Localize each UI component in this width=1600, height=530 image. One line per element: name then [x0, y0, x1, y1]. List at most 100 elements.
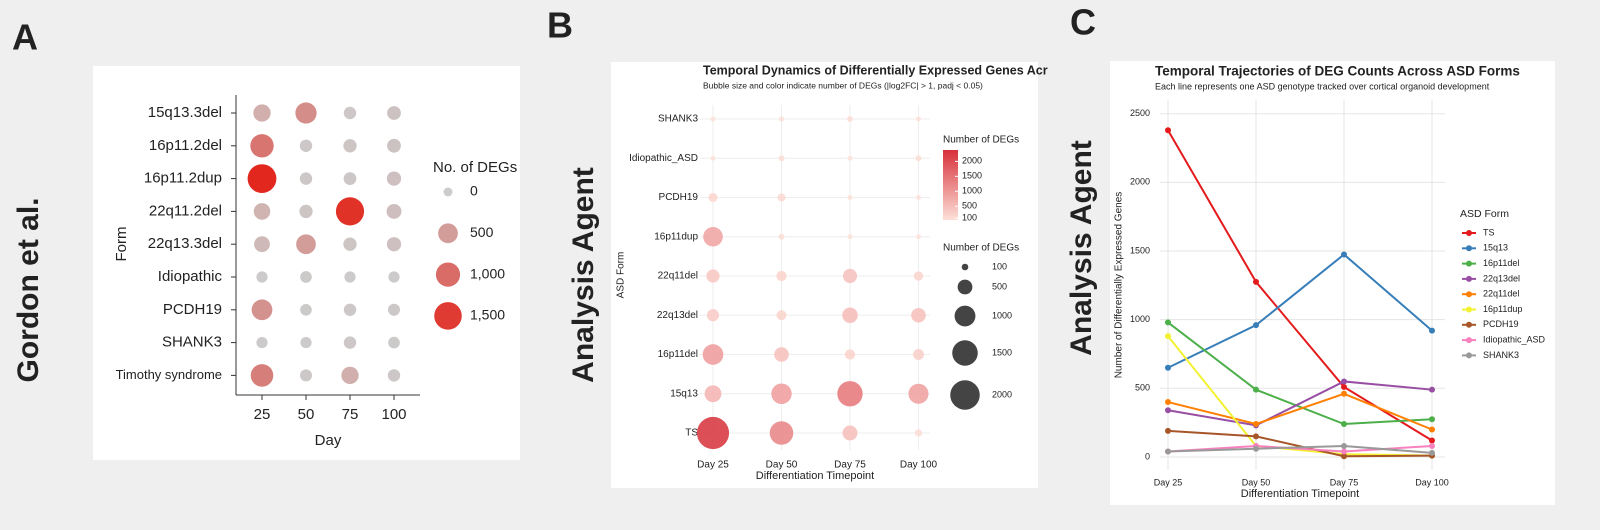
bubble — [343, 106, 357, 120]
x-tick-label: 75 — [342, 406, 359, 423]
bubble — [343, 139, 357, 153]
bubble — [916, 116, 921, 122]
legend-label: 500 — [992, 281, 1007, 291]
bubble — [776, 310, 787, 321]
bubble — [847, 234, 853, 240]
legend-marker — [1466, 230, 1472, 236]
legend-bubble — [438, 223, 458, 244]
legend-bubble — [434, 302, 462, 330]
bubble — [387, 369, 401, 382]
y-tick-label: 1500 — [1130, 245, 1150, 255]
legend-label: SHANK3 — [1483, 350, 1519, 360]
legend-marker — [1466, 306, 1472, 313]
x-axis-label: Differentiation Timepoint — [756, 470, 874, 482]
legend-label: 1000 — [992, 310, 1012, 320]
colorbar-title: Number of DEGs — [943, 135, 1019, 146]
y-tick-label: 500 — [1135, 383, 1150, 393]
series-point — [1253, 421, 1259, 428]
bubble — [704, 385, 722, 403]
bubble — [908, 383, 929, 404]
size-legend-title: Number of DEGs — [943, 243, 1019, 254]
bubble — [335, 197, 365, 226]
bubble — [702, 344, 724, 365]
bubble — [778, 155, 785, 162]
series-point — [1253, 278, 1259, 285]
bubble — [386, 237, 402, 252]
legend-label: 0 — [470, 183, 478, 199]
series-point — [1165, 333, 1171, 340]
series-point — [1165, 399, 1171, 406]
x-tick-label: 50 — [298, 406, 315, 423]
bubble — [916, 234, 921, 240]
series-point — [1429, 437, 1435, 444]
bubble — [344, 271, 356, 283]
bubble — [300, 337, 312, 349]
legend-bubble — [952, 340, 978, 366]
legend-marker — [1466, 260, 1472, 267]
series-point — [1429, 386, 1435, 393]
y-tick-label: 22q13.3del — [148, 235, 222, 252]
bubble — [842, 268, 858, 284]
legend-label: 500 — [470, 224, 494, 240]
series-line — [1167, 380, 1433, 427]
series-line — [1167, 335, 1433, 457]
bubble — [300, 271, 312, 283]
bubble — [247, 164, 277, 193]
legend-title: ASD Form — [1460, 208, 1509, 220]
series-point — [1341, 442, 1347, 449]
bubble — [696, 416, 730, 450]
y-tick-label: PCDH19 — [659, 192, 699, 203]
legend-label: 1500 — [992, 347, 1012, 357]
colorbar-label: 1500 — [962, 171, 982, 181]
bubble — [299, 139, 313, 152]
legend-bubble — [954, 305, 976, 327]
series-point — [1165, 448, 1171, 455]
series-line — [1167, 321, 1433, 426]
x-axis-label: Differentiation Timepoint — [1241, 488, 1359, 500]
legend-label: PCDH19 — [1483, 319, 1519, 329]
legend-marker — [1466, 337, 1472, 344]
bubble — [911, 307, 926, 323]
bubble — [913, 349, 924, 360]
x-tick-label: Day 50 — [1242, 477, 1271, 487]
y-tick-label: TS — [685, 428, 698, 439]
series-point — [1341, 251, 1347, 258]
bubble — [386, 171, 402, 186]
legend-marker — [1466, 245, 1472, 252]
series-point — [1341, 448, 1347, 455]
bubble — [386, 203, 402, 219]
colorbar-label: 500 — [962, 201, 977, 211]
y-tick-label: 2500 — [1130, 108, 1150, 118]
series-point — [1253, 433, 1259, 440]
bubble — [842, 425, 858, 441]
series-line — [1167, 429, 1433, 458]
bubble — [914, 429, 923, 437]
series-point — [1165, 127, 1171, 134]
legend-title: No. of DEGs — [433, 159, 517, 176]
x-tick-label: Day 100 — [900, 460, 938, 471]
y-tick-label: Idiopathic_ASD — [629, 153, 698, 164]
panel-letter: B — [547, 5, 573, 46]
bubble — [341, 366, 359, 385]
y-tick-label: 2000 — [1130, 177, 1150, 187]
y-tick-label: PCDH19 — [163, 301, 222, 318]
legend-bubble — [443, 187, 453, 197]
bubble — [299, 204, 313, 219]
bubble — [847, 116, 853, 122]
x-tick-label: Day 75 — [834, 460, 866, 471]
series-point — [1165, 319, 1171, 326]
y-tick-label: 22q13del — [657, 310, 698, 321]
bubble — [387, 303, 401, 316]
bubble — [253, 104, 271, 122]
bubble — [847, 155, 853, 161]
legend-bubble — [961, 263, 969, 271]
bubble — [253, 203, 271, 220]
bubble — [250, 134, 274, 158]
bubble — [771, 383, 792, 404]
y-tick-label: 16p11.2del — [149, 137, 222, 154]
bubble — [388, 336, 400, 349]
bubble — [299, 172, 313, 185]
bubble — [387, 106, 401, 120]
bubble — [343, 172, 357, 185]
